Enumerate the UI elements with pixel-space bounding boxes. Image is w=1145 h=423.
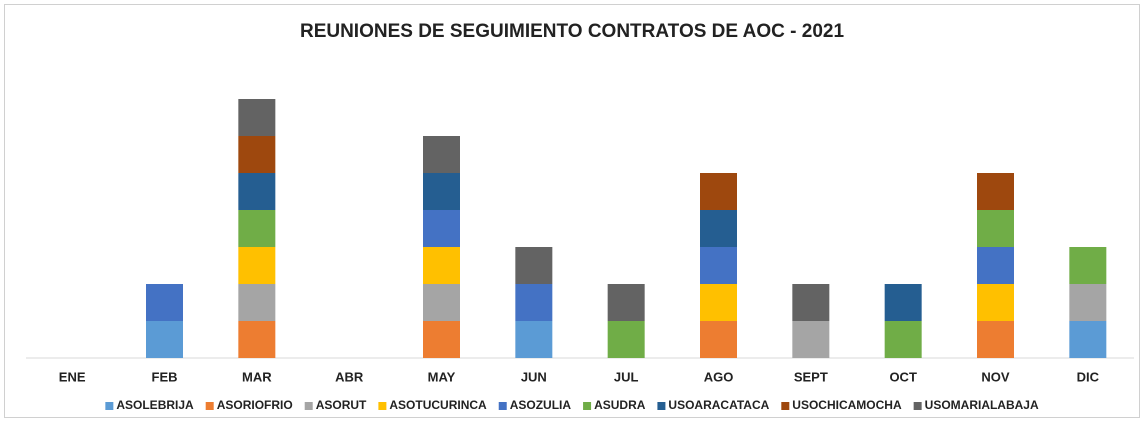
bar-segment bbox=[607, 321, 645, 358]
x-tick-label: ENE bbox=[59, 369, 86, 384]
bar-segment bbox=[700, 210, 737, 247]
x-tick-label: OCT bbox=[889, 369, 917, 384]
legend-swatch bbox=[583, 402, 592, 410]
legend-label: ASORUT bbox=[316, 398, 367, 412]
bar-segment bbox=[792, 321, 830, 358]
bar-segment bbox=[238, 247, 276, 284]
legend-swatch bbox=[913, 402, 922, 410]
bar-segment bbox=[884, 284, 922, 321]
bar-segment bbox=[423, 321, 460, 358]
legend-label: ASOZULIA bbox=[510, 398, 572, 412]
bar-segment bbox=[238, 173, 276, 210]
bar-segment bbox=[515, 321, 553, 358]
x-tick-label: JUL bbox=[614, 369, 639, 384]
bar-segment bbox=[700, 284, 737, 321]
x-tick-label: MAR bbox=[242, 369, 272, 384]
bar-segment bbox=[146, 321, 183, 358]
legend-label: ASOLEBRIJA bbox=[116, 398, 194, 412]
legend-swatch bbox=[205, 402, 214, 410]
bar-segment bbox=[700, 321, 737, 358]
bar-segment bbox=[607, 284, 645, 321]
chart-title: REUNIONES DE SEGUIMIENTO CONTRATOS DE AO… bbox=[300, 21, 844, 42]
x-tick-label: MAY bbox=[428, 369, 456, 384]
bar-segment bbox=[423, 173, 460, 210]
bar-segment bbox=[977, 284, 1014, 321]
legend: ASOLEBRIJA ASORIOFRIO ASORUT ASOTUCURINCA AS… bbox=[105, 398, 1039, 412]
legend-label: USOARACATACA bbox=[668, 398, 769, 412]
bar-segment bbox=[1069, 284, 1107, 321]
bar-segment bbox=[423, 247, 460, 284]
x-tick-label: ABR bbox=[335, 369, 364, 384]
bar-segment bbox=[792, 284, 830, 321]
bar-segment bbox=[977, 173, 1014, 210]
bar-segment bbox=[423, 210, 460, 247]
bar-segment bbox=[515, 284, 553, 321]
bar-segment bbox=[238, 99, 276, 136]
bar-segment bbox=[977, 247, 1014, 284]
legend-label: USOCHICAMOCHA bbox=[792, 398, 902, 412]
legend-swatch bbox=[304, 402, 313, 410]
chart-border bbox=[4, 4, 1140, 418]
legend-swatch bbox=[498, 402, 507, 410]
x-tick-label: JUN bbox=[521, 369, 547, 384]
x-tick-label: NOV bbox=[981, 369, 1010, 384]
x-tick-label: SEPT bbox=[794, 369, 828, 384]
bar-segment bbox=[423, 136, 460, 173]
bar-segment bbox=[884, 321, 922, 358]
bar-segment bbox=[1069, 321, 1107, 358]
legend-label: ASORIOFRIO bbox=[217, 398, 293, 412]
legend-swatch bbox=[657, 402, 666, 410]
bar-segment bbox=[238, 210, 276, 247]
bar-segment bbox=[238, 321, 276, 358]
x-tick-label: AGO bbox=[704, 369, 734, 384]
legend-label: USOMARIALABAJA bbox=[925, 398, 1039, 412]
x-tick-label: FEB bbox=[152, 369, 178, 384]
bar-segment bbox=[238, 136, 276, 173]
bar-segment bbox=[423, 284, 460, 321]
bar-segment bbox=[977, 210, 1014, 247]
legend-label: ASUDRA bbox=[594, 398, 646, 412]
legend-swatch bbox=[781, 402, 790, 410]
bar-segment bbox=[700, 247, 737, 284]
bar-segment bbox=[146, 284, 183, 321]
legend-swatch bbox=[105, 402, 114, 410]
bar-segment bbox=[515, 247, 553, 284]
bar-segment bbox=[700, 173, 737, 210]
bar-segment bbox=[977, 321, 1014, 358]
legend-label: ASOTUCURINCA bbox=[389, 398, 487, 412]
bar-segment bbox=[1069, 247, 1107, 284]
bar-segment bbox=[238, 284, 276, 321]
x-tick-label: DIC bbox=[1077, 369, 1100, 384]
legend-swatch bbox=[378, 402, 387, 410]
